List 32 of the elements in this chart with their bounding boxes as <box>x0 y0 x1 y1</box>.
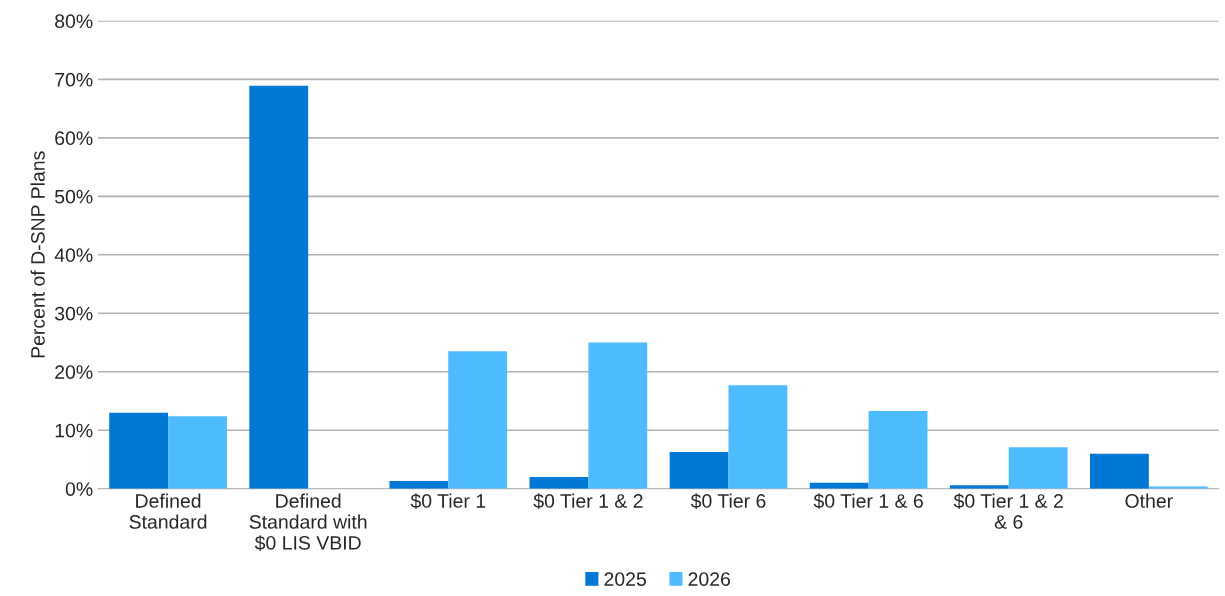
y-tick-label: 0% <box>65 482 93 496</box>
bar <box>168 416 227 489</box>
x-tick-label: $0 Tier 6 <box>690 493 766 510</box>
bar <box>448 351 508 489</box>
y-tick-label: 10% <box>55 423 93 438</box>
x-tick-label: $0 Tier 1 & 6 <box>813 493 923 510</box>
y-tick-label: 40% <box>54 248 93 263</box>
bar <box>728 385 788 489</box>
bar <box>1089 453 1149 489</box>
bar <box>868 410 928 489</box>
x-tick-label: Defined Standard <box>129 493 207 529</box>
legend-label: 2026 <box>688 572 731 586</box>
y-tick-label: 30% <box>54 306 93 321</box>
y-tick-label: 60% <box>55 131 93 146</box>
x-tick-label: $0 Tier 1 & 2 & 6 <box>953 493 1063 529</box>
x-tick-label: $0 Tier 1 & 2 <box>533 493 643 510</box>
y-tick-label: 20% <box>55 365 93 379</box>
x-tick-label: Other <box>1125 493 1173 508</box>
bar <box>109 412 169 489</box>
bar <box>389 481 449 489</box>
x-tick-label: $0 Tier 1 <box>410 493 486 510</box>
y-tick-label: 70% <box>55 72 93 87</box>
x-tick-label: Defined Standard with $0 LIS VBID <box>249 493 367 551</box>
legend-label: 2025 <box>604 572 646 586</box>
y-tick-label: 50% <box>55 189 93 204</box>
y-axis-title: Percent of D-SNP Plans <box>30 151 45 358</box>
bar <box>249 85 309 489</box>
bar <box>588 342 648 489</box>
bar <box>669 451 729 489</box>
bar <box>1008 447 1068 489</box>
y-tick-label: 80% <box>55 14 93 29</box>
bar <box>529 477 589 489</box>
